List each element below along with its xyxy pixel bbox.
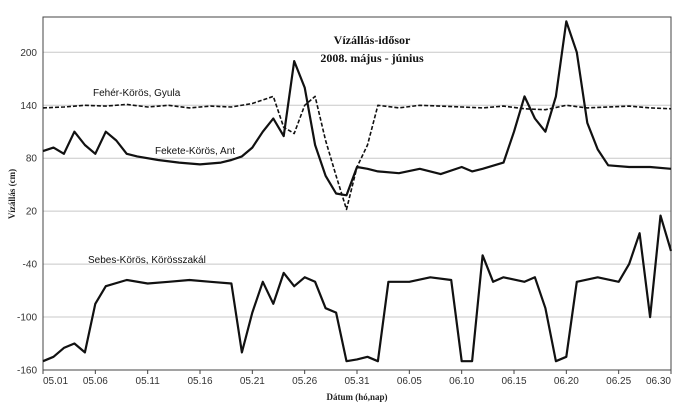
series-layer	[42, 20, 673, 363]
x-tick-label: 06.20	[554, 376, 579, 387]
y-tick-label: 80	[26, 154, 38, 165]
x-axis-label: Dátum (hó,nap)	[326, 392, 387, 402]
y-tick-label: -100	[17, 313, 37, 324]
chart-title: Vízállás-idősor	[334, 33, 411, 47]
x-tick-label: 06.05	[397, 376, 422, 387]
y-tick-label: -40	[23, 260, 38, 271]
y-axis-ticks: 200 140 80 20 -40 -100 -160	[17, 48, 37, 377]
x-tick-label: 05.31	[344, 376, 369, 387]
series-line-fekete-koros	[42, 20, 672, 197]
series-label-fekete-koros: Fekete-Körös, Ant	[155, 146, 235, 157]
series-line-feher-koros	[42, 95, 672, 211]
x-tick-label: 05.11	[136, 376, 161, 387]
x-tick-label: 05.01	[43, 376, 68, 387]
chart-subtitle: 2008. május - június	[320, 51, 424, 65]
y-tick-label: 200	[20, 48, 37, 59]
x-tick-label: 06.10	[449, 376, 474, 387]
series-label-feher-koros: Fehér-Körös, Gyula	[93, 88, 181, 99]
x-tick-label: 05.16	[187, 376, 212, 387]
x-tick-label: 05.26	[292, 376, 317, 387]
y-tick-label: 20	[26, 207, 38, 218]
x-tick-label: 06.25	[606, 376, 631, 387]
x-tick-label: 06.30	[646, 376, 671, 387]
x-axis-ticks: 05.01 05.06 05.11 05.16 05.21 05.26 05.31 06.05…	[42, 370, 672, 387]
x-tick-label: 05.06	[83, 376, 108, 387]
x-tick-label: 05.21	[240, 376, 265, 387]
y-tick-label: -160	[17, 366, 37, 377]
x-tick-label: 06.15	[501, 376, 526, 387]
y-axis-label: Vízállás (cm)	[7, 169, 17, 219]
series-line-sebes-koros	[42, 214, 673, 363]
series-label-sebes-koros: Sebes-Körös, Körösszakál	[88, 255, 206, 266]
y-tick-label: 140	[20, 101, 37, 112]
